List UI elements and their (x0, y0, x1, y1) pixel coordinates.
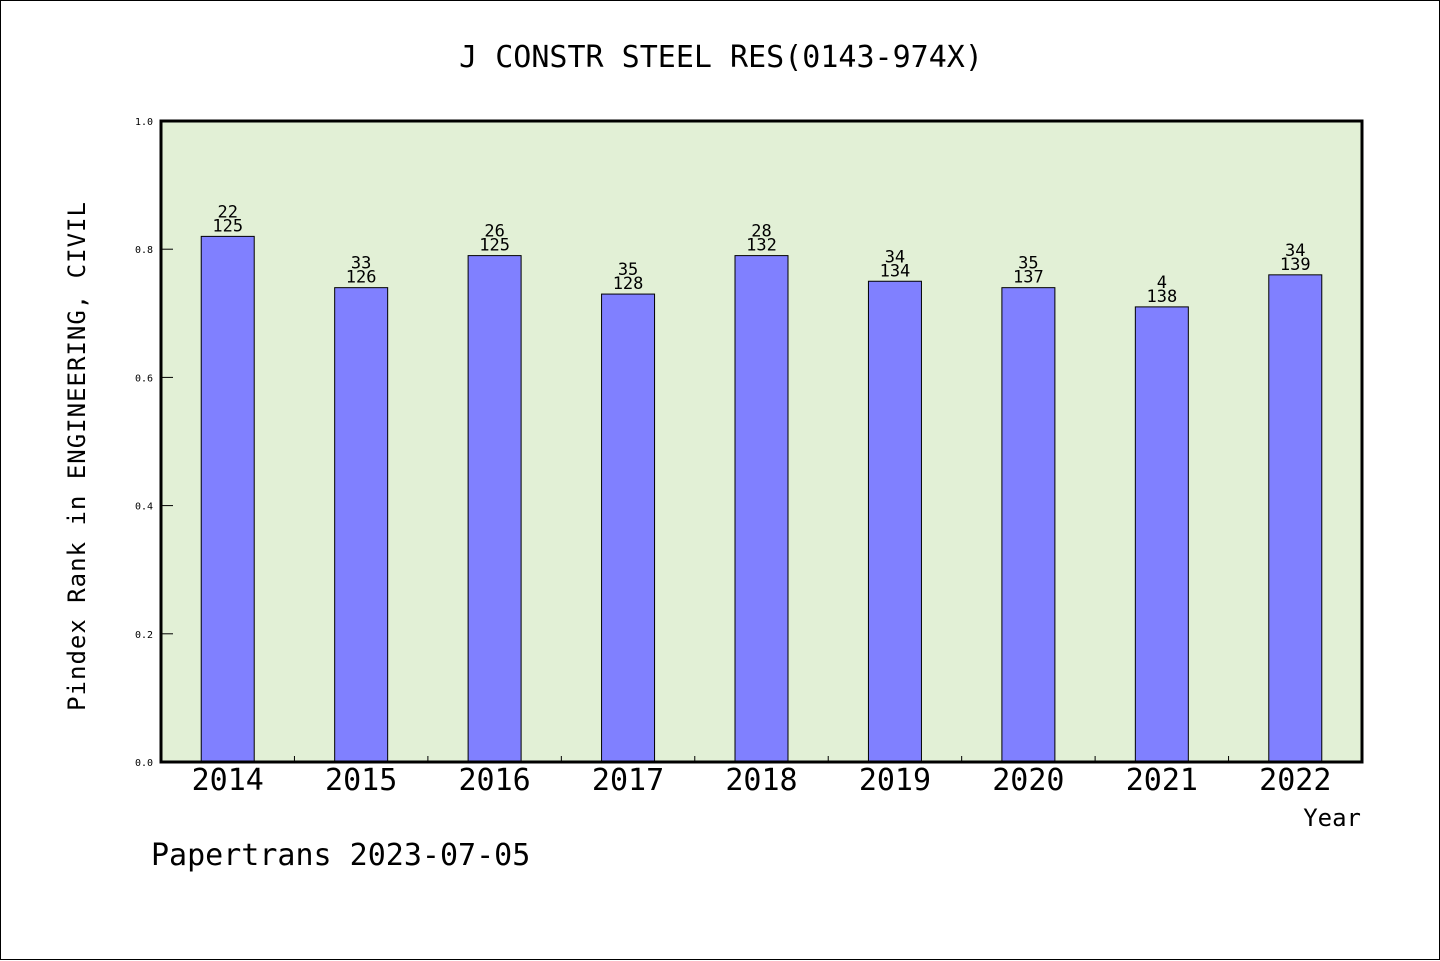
y-tick-label-0.0: 0.0 (135, 758, 153, 769)
bar-2015 (334, 287, 389, 763)
y-tick-label-0.4: 0.4 (135, 502, 153, 513)
bar-2014 (200, 235, 255, 763)
y-tick-label-0.2: 0.2 (135, 630, 153, 641)
y-axis-label: Pindex Rank in ENGINEERING, CIVIL (63, 201, 91, 711)
total-label-2014: 125 (212, 216, 243, 236)
plot-border (159, 119, 1364, 764)
total-label-2018: 132 (746, 236, 777, 256)
x-tick-label-2014: 2014 (192, 763, 264, 798)
total-label-2019: 134 (880, 261, 911, 281)
rank-label-2018: 28 (751, 222, 771, 242)
x-axis: 2014 2015 2016 2017 2018 2019 2020 2021 2022 (192, 756, 1331, 798)
bar-2017 (601, 293, 656, 763)
rank-label-2017: 35 (618, 260, 638, 280)
rank-label-2022: 34 (1285, 241, 1305, 261)
bar-2022 (1268, 274, 1323, 763)
x-tick-label-2015: 2015 (325, 763, 397, 798)
x-tick-label-2021: 2021 (1126, 763, 1198, 798)
rank-label-2014: 22 (217, 202, 237, 222)
bar-2021 (1134, 306, 1189, 763)
total-label-2020: 137 (1013, 268, 1044, 288)
total-label-2017: 128 (613, 274, 644, 294)
total-label-2015: 126 (346, 268, 377, 288)
y-tick-label-0.8: 0.8 (135, 245, 153, 256)
rank-label-2021: 4 (1157, 273, 1167, 293)
footer-stamp: Papertrans 2023-07-05 (151, 838, 530, 873)
y-tick-label-0.6: 0.6 (135, 373, 153, 384)
x-tick-label-2017: 2017 (592, 763, 664, 798)
x-tick-label-2018: 2018 (725, 763, 797, 798)
x-tick-label-2022: 2022 (1259, 763, 1331, 798)
total-label-2021: 138 (1146, 287, 1177, 307)
x-axis-label: Year (1303, 804, 1361, 832)
x-tick-label-2016: 2016 (458, 763, 530, 798)
x-tick-label-2020: 2020 (992, 763, 1064, 798)
x-tick-label-2019: 2019 (859, 763, 931, 798)
rank-label-2016: 26 (484, 222, 504, 242)
total-label-2022: 139 (1280, 255, 1311, 275)
chart-title: J CONSTR STEEL RES(0143-974X) (459, 40, 983, 75)
rank-label-2020: 35 (1018, 254, 1038, 274)
bar-2016 (467, 255, 522, 763)
rank-label-2015: 33 (351, 254, 371, 274)
total-label-2016: 125 (479, 236, 510, 256)
rank-label-2019: 34 (885, 247, 905, 267)
y-tick-label-1.0: 1.0 (135, 117, 153, 128)
bar-2020 (1001, 287, 1056, 763)
bars-layer (200, 235, 1323, 763)
bar-2019 (867, 280, 922, 763)
bar-2018 (734, 255, 789, 763)
